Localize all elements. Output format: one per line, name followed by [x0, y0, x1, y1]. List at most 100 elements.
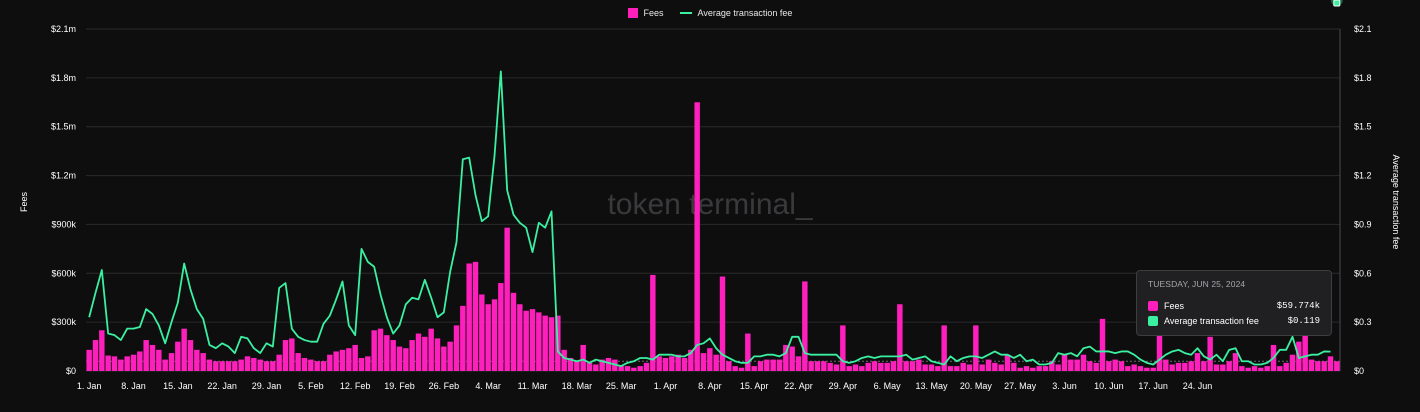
y-right-tick-label: $2.1 [1354, 24, 1372, 34]
fees-bar [580, 344, 586, 371]
fees-bar [694, 102, 700, 372]
hover-tooltip: TUESDAY, JUN 25, 2024 Fees $59.774k Aver… [1136, 270, 1332, 336]
fees-bar [1068, 359, 1074, 371]
fees-bar [567, 357, 574, 371]
fees-bar [688, 349, 694, 371]
fees-bar [713, 354, 719, 371]
fees-bar [156, 349, 162, 371]
y-right-tick-label: $1.5 [1354, 122, 1372, 132]
fees-bar [745, 333, 751, 371]
fees-bar [985, 359, 992, 371]
tooltip-value-avg-fee: $0.119 [1287, 315, 1320, 326]
legend-item-fees[interactable]: Fees [627, 8, 664, 18]
fees-bar [396, 346, 403, 371]
y-left-tick-label: $2.1m [51, 24, 76, 34]
fees-bar [871, 361, 878, 371]
x-tick-label: 17. Jun [1138, 381, 1168, 391]
fees-bar [1321, 361, 1327, 371]
x-tick-label: 27. May [1004, 381, 1037, 391]
x-tick-label: 25. Mar [606, 381, 637, 391]
fees-bar [1308, 359, 1315, 371]
x-tick-label: 8. Apr [698, 381, 722, 391]
y-left-axis-title: Fees [19, 191, 29, 212]
x-tick-label: 8. Jan [121, 381, 146, 391]
legend-item-avg-fee[interactable]: Average transaction fee [679, 8, 792, 18]
fees-bar [1251, 366, 1258, 371]
fees-bar [1023, 366, 1030, 371]
y-right-tick-label: $0.6 [1354, 268, 1372, 278]
fees-bar [1163, 359, 1169, 371]
fees-bar [1030, 367, 1036, 371]
fees-bar [238, 359, 244, 371]
fees-bar [764, 359, 770, 371]
fees-bar [510, 292, 517, 371]
fees-bar [1099, 318, 1106, 371]
fees-bar [827, 362, 833, 371]
fees-bar [517, 304, 523, 371]
fees-bar [447, 341, 453, 371]
tooltip-label-avg-fee: Average transaction fee [1164, 315, 1259, 326]
fees-bar [859, 366, 865, 371]
fees-bar [460, 305, 466, 371]
fees-bar [143, 340, 149, 371]
fees-bar [200, 353, 206, 371]
watermark: token terminal_ [607, 188, 813, 221]
y-left-tick-label: $1.2m [51, 171, 76, 181]
fees-bar [1017, 367, 1023, 371]
tooltip-label-fees: Fees [1164, 300, 1185, 311]
fees-bar [865, 362, 871, 371]
fees-bar [1239, 366, 1245, 371]
fees-bar [270, 361, 276, 371]
fees-bar [1245, 367, 1251, 371]
avg-fee-line [88, 70, 1331, 368]
x-tick-label: 6. May [874, 381, 902, 391]
fees-bar [776, 359, 783, 371]
x-tick-label: 13. May [915, 381, 948, 391]
fees-bar [1087, 361, 1093, 371]
fees-bar [795, 356, 802, 371]
fees-bar [586, 362, 593, 371]
fees-bar [643, 362, 650, 371]
fees-bar [1315, 361, 1321, 371]
fees-bar [105, 355, 111, 371]
fees-bar [168, 353, 175, 371]
fees-bar [1011, 362, 1017, 371]
y-right-tick-label: $1.8 [1354, 73, 1372, 83]
tooltip-row-avg-fee: Average transaction fee $0.119 [1148, 313, 1320, 328]
fees-bar [181, 328, 187, 371]
tooltip-date: TUESDAY, JUN 25, 2024 [1148, 279, 1246, 289]
fees-bar [561, 349, 567, 371]
fees-bar [187, 340, 194, 371]
fees-bar [1061, 354, 1068, 371]
fees-bar [485, 304, 491, 371]
fees-bar [263, 361, 270, 371]
x-tick-label: 26. Feb [429, 381, 460, 391]
fees-bar [327, 354, 333, 371]
fees-bar [890, 361, 897, 371]
tooltip-row-fees: Fees $59.774k [1148, 298, 1320, 313]
fees-bar [1004, 354, 1011, 371]
fees-bar [719, 276, 726, 371]
fees-bar [92, 340, 99, 371]
y-left-tick-label: $300k [51, 317, 76, 327]
fees-bar [954, 366, 960, 371]
fees-bar [1175, 362, 1182, 371]
fees-bar [650, 274, 656, 371]
fees-bar [662, 357, 669, 371]
fees-bar [308, 359, 314, 371]
fees-bar [802, 281, 808, 371]
fees-bar [821, 361, 827, 371]
y-left-tick-label: $0 [66, 366, 76, 376]
fees-bar [365, 356, 371, 371]
fees-bar [1213, 364, 1220, 371]
fees-bar [979, 364, 985, 371]
fees-bar [770, 359, 776, 371]
fees-bar [1169, 364, 1175, 371]
y-right-axis-title: Average transaction fee [1391, 155, 1401, 250]
fees-bar [320, 361, 327, 371]
x-tick-label: 19. Feb [384, 381, 415, 391]
fees-bar [498, 283, 504, 371]
fees-bar [314, 361, 320, 371]
fees-bar [814, 361, 821, 371]
